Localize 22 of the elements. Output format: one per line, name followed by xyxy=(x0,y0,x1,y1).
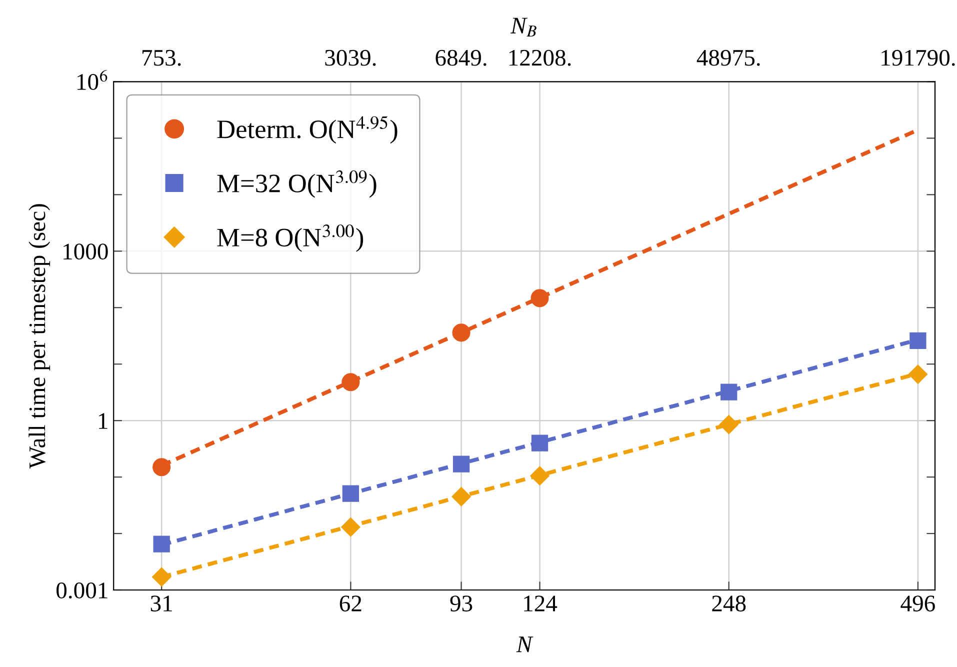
x-axis-title: N xyxy=(516,636,534,652)
x-tick-label: 31 xyxy=(150,596,172,612)
y-tick-label: 0.001 xyxy=(56,582,108,599)
y-tick-label: 1 xyxy=(99,413,108,429)
x-tick-label: 248 xyxy=(712,596,746,612)
text: 12208. xyxy=(509,50,571,66)
text: 753. xyxy=(142,50,181,66)
y-axis-title: Wall time per timestep (sec) xyxy=(28,204,50,469)
y-tick-label: 1000 xyxy=(64,244,108,260)
x-tick-label: 62 xyxy=(340,596,362,612)
text: 3039. xyxy=(325,50,376,66)
x2-axis-title: N$_{B}$ xyxy=(510,18,536,36)
x-tick-label: 93 xyxy=(450,596,472,612)
x-tick-label: 496 xyxy=(900,596,935,612)
text: 191790. xyxy=(882,50,955,66)
legend-label: Determ. O(N$^{4.95}$) xyxy=(217,116,398,144)
y-tick-label: 10$^{6}$ xyxy=(78,70,108,90)
x-tick-label: 124 xyxy=(524,596,558,612)
legend-label: M=8 O(N$^{3.00}$) xyxy=(217,224,364,252)
text: 6849. xyxy=(436,50,486,66)
legend-label: M=32 O(N$^{3.09}$) xyxy=(217,170,376,198)
text: 48975. xyxy=(696,50,760,66)
